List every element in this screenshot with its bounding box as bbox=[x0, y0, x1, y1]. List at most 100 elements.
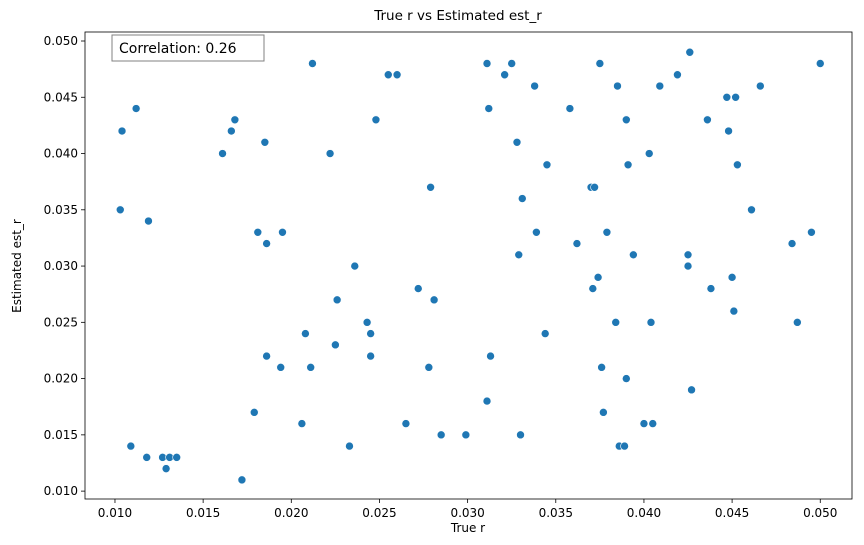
data-point bbox=[542, 160, 552, 170]
data-point bbox=[429, 295, 439, 305]
data-point bbox=[392, 70, 402, 80]
data-point bbox=[644, 149, 654, 158]
data-point bbox=[722, 92, 732, 102]
y-tick-label: 0.050 bbox=[44, 34, 78, 48]
y-tick-label: 0.025 bbox=[44, 315, 78, 329]
x-tick-label: 0.010 bbox=[98, 506, 132, 520]
y-axis-label: Estimated est_r bbox=[10, 219, 24, 313]
data-point bbox=[602, 228, 612, 237]
y-tick-label: 0.010 bbox=[44, 484, 78, 498]
data-point bbox=[144, 216, 153, 226]
data-point bbox=[371, 115, 381, 125]
data-point bbox=[590, 182, 599, 192]
data-point bbox=[426, 182, 435, 192]
y-axis-ticks: 0.010 0.015 0.020 0.025 0.030 0.035 0.040 0.045… bbox=[44, 34, 85, 498]
data-point bbox=[673, 70, 682, 80]
data-point bbox=[622, 115, 631, 125]
data-point bbox=[362, 318, 372, 327]
data-point bbox=[260, 137, 270, 147]
data-point bbox=[306, 363, 315, 372]
y-tick-label: 0.040 bbox=[44, 147, 78, 161]
data-point bbox=[512, 137, 522, 147]
y-tick-label: 0.015 bbox=[44, 428, 78, 442]
x-tick-label: 0.030 bbox=[450, 506, 484, 520]
data-point bbox=[517, 194, 527, 203]
data-point bbox=[172, 453, 181, 462]
data-point bbox=[262, 239, 271, 248]
data-point bbox=[117, 126, 127, 136]
data-point bbox=[308, 59, 317, 68]
data-point bbox=[278, 228, 287, 237]
data-point bbox=[297, 419, 307, 428]
data-point bbox=[599, 408, 608, 417]
data-point bbox=[461, 430, 471, 440]
data-point bbox=[230, 115, 240, 125]
data-point bbox=[486, 351, 495, 361]
data-point bbox=[482, 396, 492, 406]
data-point bbox=[131, 104, 141, 113]
data-point bbox=[142, 453, 152, 462]
data-point bbox=[350, 261, 360, 271]
data-point bbox=[126, 441, 136, 451]
data-point bbox=[756, 81, 765, 91]
y-tick-label: 0.035 bbox=[44, 203, 78, 217]
data-point bbox=[613, 81, 622, 91]
annotation-box bbox=[111, 34, 265, 62]
data-point bbox=[747, 205, 756, 215]
data-point bbox=[383, 70, 393, 80]
x-tick-label: 0.050 bbox=[803, 506, 837, 520]
data-point bbox=[685, 47, 695, 57]
x-tick-label: 0.040 bbox=[627, 506, 661, 520]
data-point bbox=[807, 228, 816, 237]
data-point bbox=[588, 284, 598, 293]
data-point bbox=[436, 430, 446, 440]
data-point bbox=[727, 273, 737, 282]
data-point bbox=[597, 363, 606, 372]
correlation-text: Correlation: 0.26 bbox=[119, 41, 237, 57]
data-point bbox=[253, 228, 263, 237]
x-axis-label: True r bbox=[450, 521, 485, 535]
data-point bbox=[484, 104, 494, 113]
data-point bbox=[516, 430, 525, 440]
data-point bbox=[413, 284, 423, 293]
data-point bbox=[629, 250, 638, 260]
plot-frame bbox=[84, 31, 853, 500]
data-point bbox=[724, 126, 733, 136]
data-point bbox=[345, 441, 354, 451]
data-point bbox=[593, 273, 603, 282]
data-point bbox=[227, 126, 236, 136]
data-point bbox=[787, 239, 797, 248]
data-point bbox=[161, 464, 171, 473]
data-point bbox=[655, 81, 665, 91]
data-point bbox=[639, 419, 649, 428]
data-point bbox=[366, 351, 375, 361]
data-point bbox=[620, 441, 629, 451]
x-axis-ticks: 0.010 0.015 0.020 0.025 0.030 0.035 0.040 0.045… bbox=[98, 499, 837, 520]
data-point bbox=[731, 92, 740, 102]
data-point bbox=[729, 306, 739, 316]
data-point bbox=[683, 250, 693, 260]
data-point bbox=[514, 250, 524, 260]
data-point bbox=[262, 351, 271, 361]
x-tick-label: 0.015 bbox=[186, 506, 220, 520]
data-point bbox=[507, 59, 516, 68]
y-tick-label: 0.020 bbox=[44, 372, 78, 386]
data-point bbox=[530, 81, 539, 91]
data-point bbox=[572, 239, 582, 248]
x-tick-label: 0.020 bbox=[274, 506, 308, 520]
data-point bbox=[540, 329, 550, 338]
data-point bbox=[595, 59, 605, 68]
chart-title: True r vs Estimated est_r bbox=[373, 8, 542, 24]
y-tick-label: 0.045 bbox=[44, 90, 78, 104]
correlation-annotation: Correlation: 0.26 bbox=[111, 34, 265, 62]
data-point bbox=[622, 374, 631, 383]
data-point bbox=[424, 363, 434, 372]
x-tick-label: 0.025 bbox=[362, 506, 396, 520]
data-point bbox=[331, 340, 340, 350]
data-point bbox=[815, 59, 825, 68]
data-point bbox=[249, 408, 259, 417]
data-point bbox=[482, 59, 492, 68]
data-point bbox=[276, 363, 286, 372]
data-point bbox=[218, 149, 227, 158]
